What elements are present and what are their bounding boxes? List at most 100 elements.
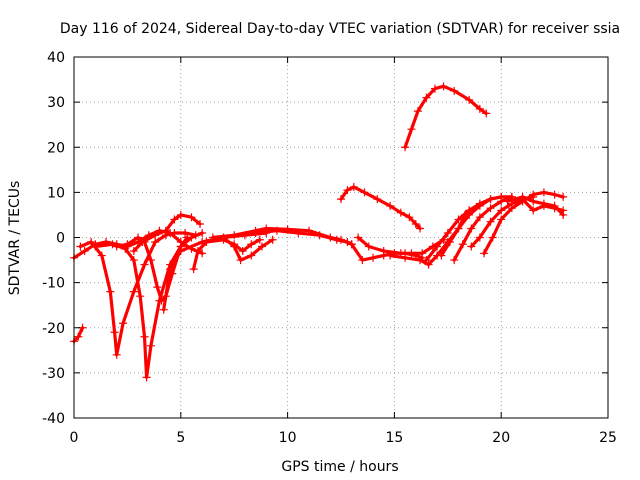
series-arc-17 [437,206,474,260]
data-point [294,228,303,237]
y-tick-label: -40 [42,411,65,427]
data-point [467,242,476,251]
data-point [465,206,474,215]
series-arc-14 [401,82,491,152]
data-point [482,109,491,118]
data-point [488,233,497,242]
data-point [230,242,239,251]
y-tick-label: -10 [42,276,65,292]
data-point [112,350,121,359]
data-point [91,242,100,251]
series-arc-12 [337,182,425,233]
data-point [151,238,160,247]
data-point [236,256,245,265]
x-tick-label: 25 [599,430,617,446]
y-axis-ticks: -40 -30 -20 -10 0 10 20 30 40 [42,50,608,427]
data-point [518,195,527,204]
data-point [202,238,211,247]
data-point [189,265,198,274]
data-point [386,251,395,260]
series-line [356,235,446,255]
data-point [475,213,484,222]
data-point [337,195,345,204]
series-arc-18 [450,192,516,265]
series-line [339,185,422,231]
data-point [176,210,185,219]
data-point [539,188,548,197]
data-point [193,247,202,256]
series-line [403,84,488,149]
data-point [418,249,427,258]
data-point [497,206,506,215]
data-point [247,240,256,249]
data-point [529,206,538,215]
data-point [422,256,431,265]
data-point [87,238,96,247]
y-tick-label: 30 [47,95,65,111]
data-point [467,224,476,233]
data-point [416,224,425,233]
data-point [146,341,155,350]
data-point [503,197,512,206]
data-point [138,238,147,247]
data-point [373,195,382,204]
y-tick-label: 40 [47,50,65,66]
data-point [358,256,367,265]
data-point [497,215,506,224]
data-point [74,332,83,341]
series-arc-22 [518,195,568,215]
x-axis-label: GPS time / hours [281,459,398,475]
x-tick-label: 5 [176,430,185,446]
data-point [255,235,264,244]
data-point [230,231,239,240]
data-point [529,197,538,206]
x-tick-label: 20 [492,430,510,446]
data-point [183,233,192,242]
data-point [161,226,170,235]
y-tick-label: 20 [47,140,65,156]
data-point [433,242,442,251]
data-point [343,186,352,195]
data-point [151,231,160,240]
data-point [268,235,277,244]
data-point [405,213,414,222]
y-tick-label: 10 [47,185,65,201]
data-point [550,204,559,213]
data-point [443,228,452,237]
data-point [475,233,484,242]
data-point [272,226,281,235]
data-point [413,107,422,116]
chart-title: Day 116 of 2024, Sidereal Day-to-day VTE… [60,21,620,37]
data-point [424,260,433,269]
data-point [238,247,247,256]
data-point [119,319,128,328]
data-point [196,219,205,228]
data-point [170,215,179,224]
data-point [401,253,410,262]
data-point [480,249,489,258]
x-tick-label: 15 [385,430,403,446]
data-point [445,238,454,247]
y-tick-label: -30 [42,366,65,382]
data-point [407,125,416,134]
data-point [140,332,149,341]
data-point [507,204,516,213]
data-point [208,233,217,242]
data-point [198,228,207,237]
data-point [349,182,358,191]
data-point [112,242,121,251]
data-point [146,256,155,265]
data-point [251,228,260,237]
data-point [343,238,352,247]
data-point [559,192,568,201]
data-point [153,283,162,292]
data-point [439,82,448,91]
data-point [129,256,138,265]
data-point [422,93,431,102]
data-point [369,253,378,262]
x-tick-label: 0 [70,430,79,446]
data-point [539,201,548,210]
data-point [360,188,369,197]
y-tick-label: -20 [42,321,65,337]
